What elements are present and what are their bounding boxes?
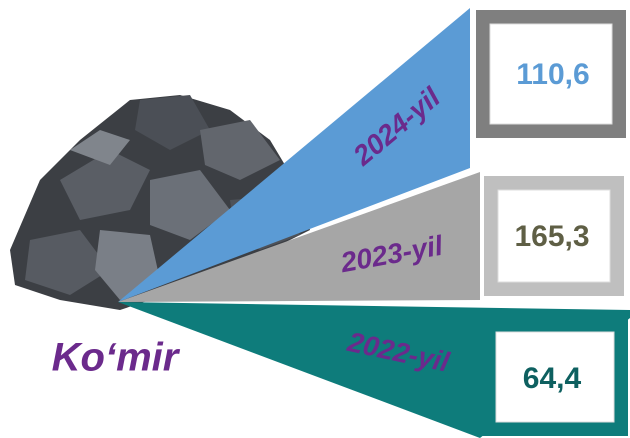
wedge bbox=[118, 172, 480, 302]
title: Ko‘mir bbox=[52, 336, 181, 380]
value-label: 64,4 bbox=[523, 362, 582, 395]
wedge bbox=[118, 8, 470, 302]
value-box bbox=[495, 331, 615, 423]
value-label: 165,3 bbox=[514, 220, 589, 253]
value-label: 110,6 bbox=[516, 58, 589, 91]
value-box bbox=[497, 189, 611, 283]
value-box bbox=[489, 23, 613, 125]
